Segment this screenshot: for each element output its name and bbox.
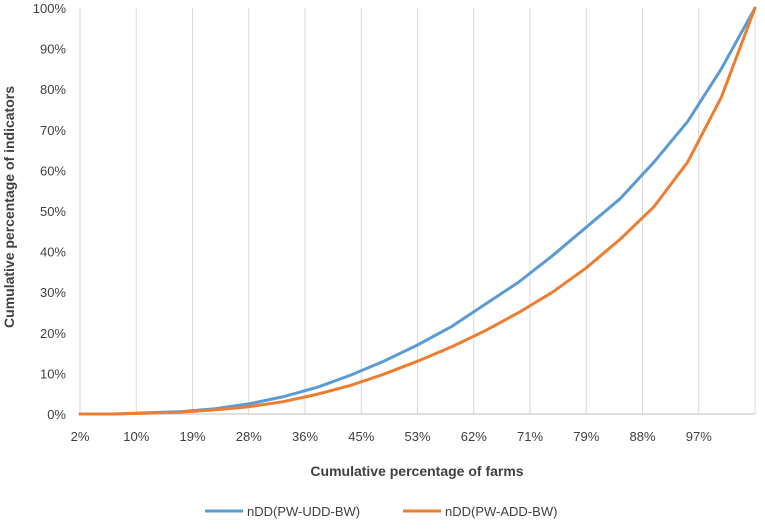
x-tick-label: 28%: [236, 429, 262, 444]
y-tick-label: 0%: [47, 407, 66, 422]
x-tick-label: 36%: [292, 429, 318, 444]
x-tick-label: 62%: [461, 429, 487, 444]
x-tick-label: 71%: [517, 429, 543, 444]
y-tick-labels: 0% 10% 20% 30% 40% 50% 60% 70% 80% 90% 100%: [33, 1, 67, 422]
x-tick-label: 19%: [179, 429, 205, 444]
x-tick-labels: 2% 10% 19% 28% 36% 45% 53% 62% 71% 79% 88% 97%: [71, 429, 713, 444]
y-tick-label: 80%: [40, 82, 66, 97]
y-tick-label: 60%: [40, 163, 66, 178]
x-tick-label: 79%: [573, 429, 599, 444]
y-tick-label: 20%: [40, 326, 66, 341]
legend: nDD(PW-UDD-BW) nDD(PW-ADD-BW): [205, 504, 557, 519]
x-tick-label: 97%: [686, 429, 712, 444]
y-tick-label: 90%: [40, 42, 66, 57]
series-line-2: [78, 6, 757, 416]
x-tick-label: 88%: [629, 429, 655, 444]
y-tick-label: 70%: [40, 123, 66, 138]
x-tick-label: 2%: [71, 429, 90, 444]
legend-label: nDD(PW-UDD-BW): [247, 504, 360, 519]
y-tick-label: 10%: [40, 366, 66, 381]
x-tick-label: 45%: [348, 429, 374, 444]
y-tick-label: 100%: [33, 1, 67, 16]
y-tick-label: 30%: [40, 285, 66, 300]
series-layer: [78, 6, 757, 416]
legend-label: nDD(PW-ADD-BW): [445, 504, 557, 519]
x-tick-label: 53%: [404, 429, 430, 444]
y-tick-label: 50%: [40, 204, 66, 219]
y-axis-title: Cumulative percentage of indicators: [1, 86, 17, 328]
x-tick-label: 10%: [123, 429, 149, 444]
grid-layer: [79, 8, 756, 414]
x-axis-title: Cumulative percentage of farms: [310, 463, 523, 479]
y-tick-label: 40%: [40, 245, 66, 260]
